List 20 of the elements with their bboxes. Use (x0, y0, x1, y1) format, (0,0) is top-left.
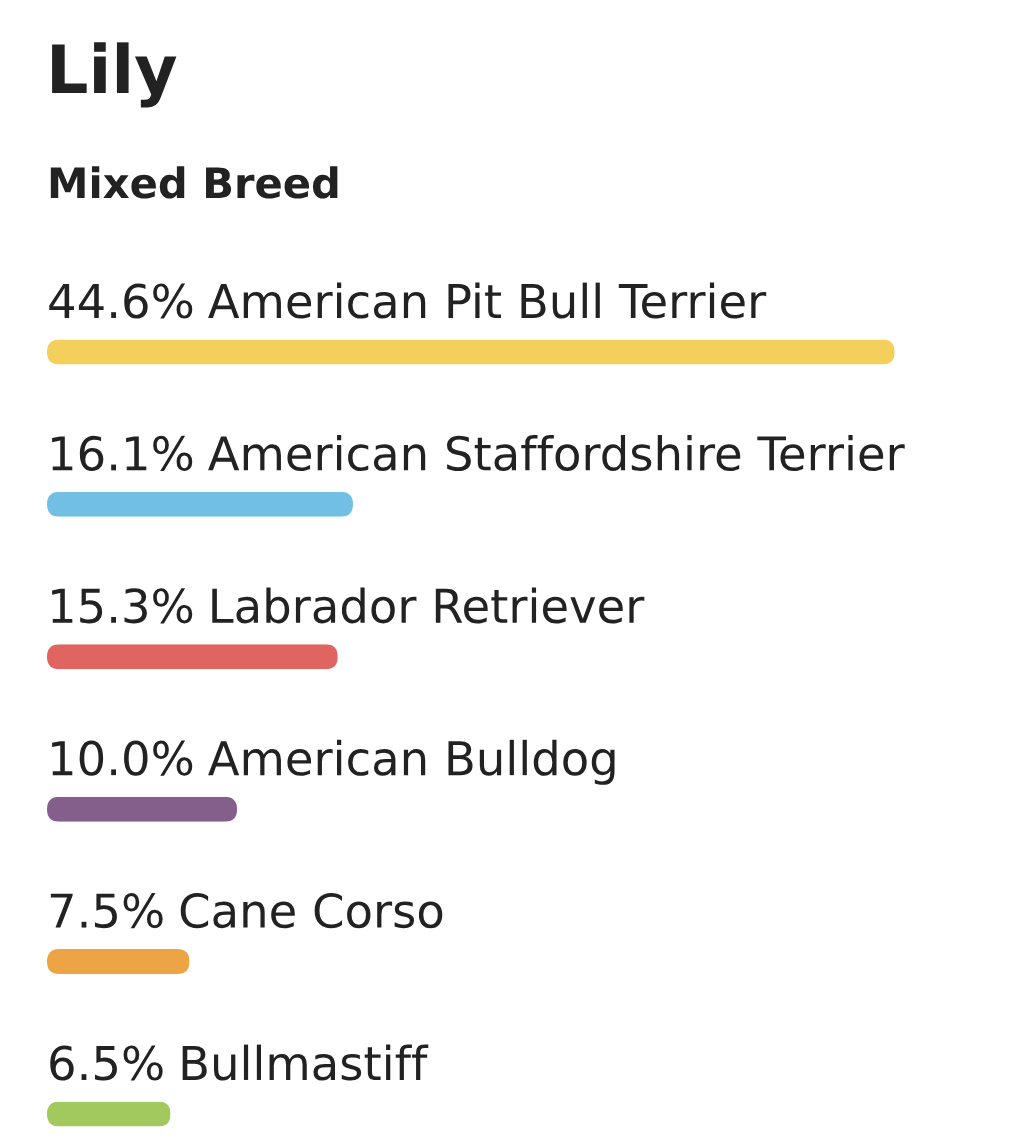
data-label: 16.1% (52, 435, 193, 472)
data-label: 15.3% (52, 588, 193, 624)
y-tick-label: Labrador Retriever (212, 587, 645, 624)
y-tick-label: American Pit Bull Terrier (208, 282, 767, 319)
data-label: 7.5% (50, 893, 163, 929)
y-tick-label: American Bulldog (208, 739, 615, 785)
bar (47, 644, 338, 670)
bar (47, 949, 190, 975)
bar (47, 1101, 171, 1127)
data-label: 10.0% (52, 740, 193, 776)
y-tick-label: Bullmastiff (182, 1044, 429, 1081)
chart-title: Lily (52, 42, 177, 108)
data-label: 44.6% (49, 283, 193, 319)
data-label: 6.5% (50, 1045, 163, 1081)
chart-subtitle: Mixed Breed (50, 166, 338, 199)
bar (47, 339, 895, 365)
y-tick-label: American Staffordshire Terrier (208, 435, 905, 472)
bar (47, 796, 238, 822)
bar (47, 491, 354, 517)
y-tick-label: Cane Corso (180, 893, 443, 929)
